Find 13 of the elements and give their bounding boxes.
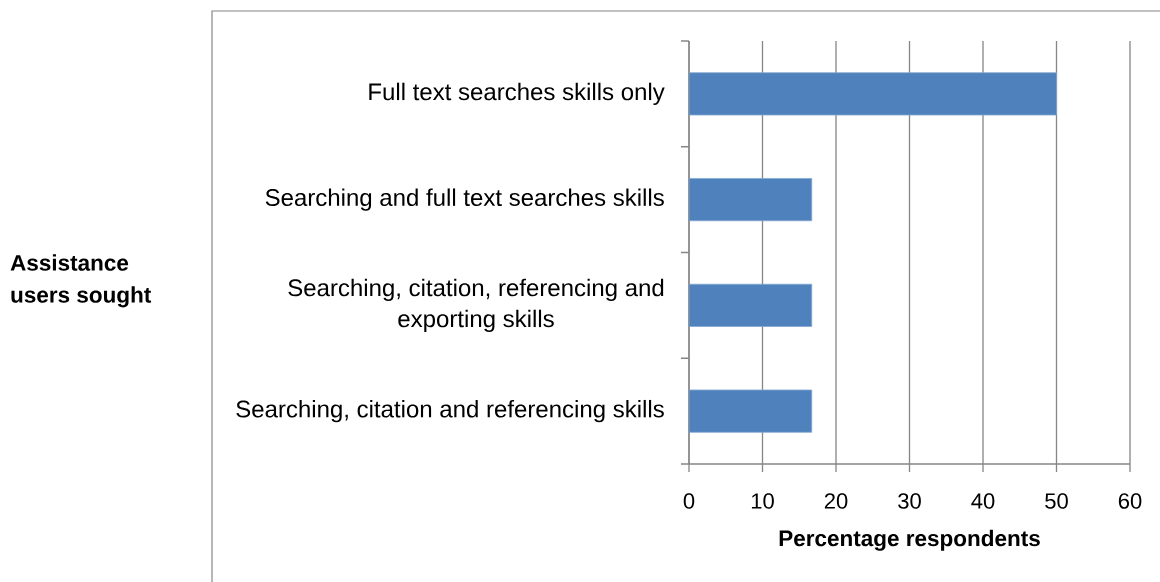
x-tick-label: 10 xyxy=(751,493,774,509)
x-axis-title: Percentage respondents xyxy=(779,529,1040,551)
y-axis-title: Assistance users sought xyxy=(10,254,152,308)
x-tick-label: 60 xyxy=(1118,493,1142,509)
x-tick-label: 50 xyxy=(1045,493,1068,509)
x-tick-label: 40 xyxy=(971,493,995,509)
y-tick-label: Searching, citation and referencing skills xyxy=(236,399,664,423)
x-tick-label: 20 xyxy=(824,493,848,509)
x-tick-label: 30 xyxy=(898,493,921,509)
y-tick-label: Searching and full text searches skills xyxy=(265,188,664,211)
y-tick-label: Searching, citation, referencing and exporting skills xyxy=(288,278,664,333)
x-tick-label: 0 xyxy=(683,493,695,509)
y-tick-label: Full text searches skills only xyxy=(369,82,665,106)
